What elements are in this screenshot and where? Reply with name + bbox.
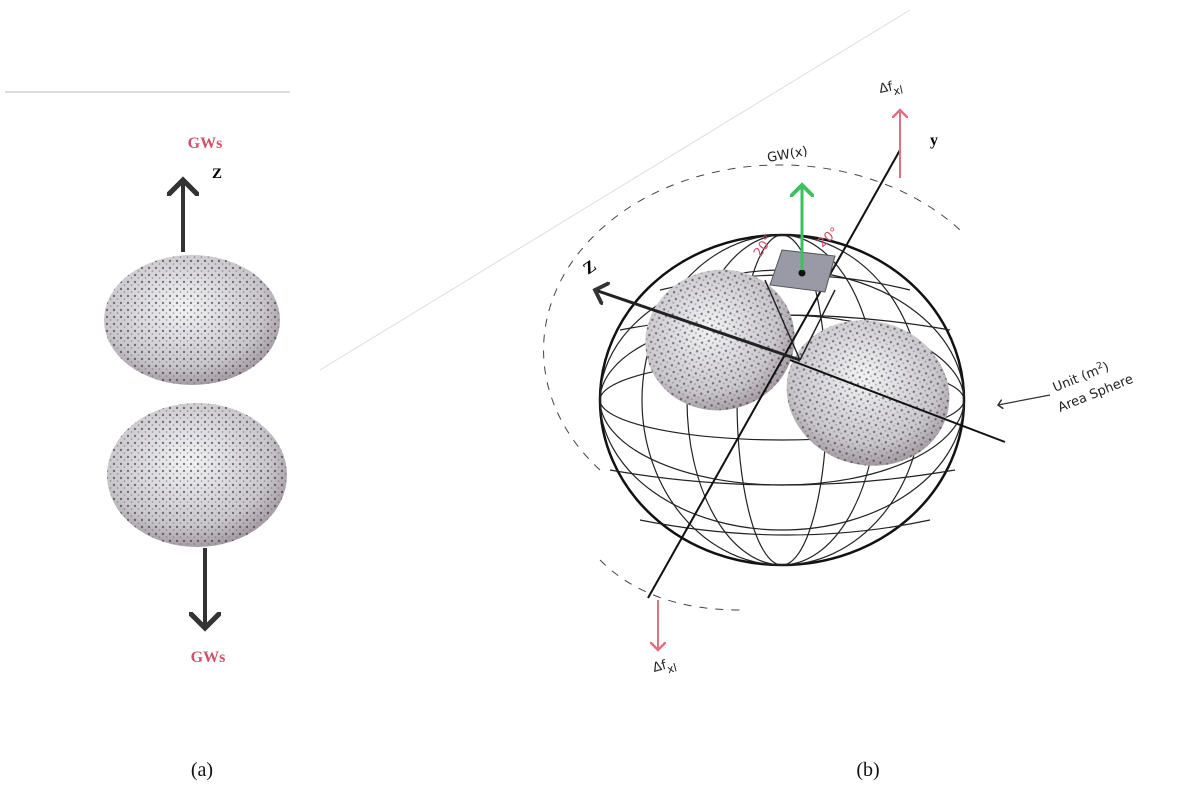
z-label: Z [579, 256, 599, 278]
gw-label: GWs [191, 649, 226, 666]
area-center [799, 270, 806, 277]
y-label: y [930, 132, 938, 149]
gw-label: GWs [188, 135, 223, 152]
delta-f-label: Δfxl [651, 655, 678, 679]
label-line: ) [1101, 360, 1111, 376]
lobe-texture [104, 255, 280, 385]
caption: (a) [191, 759, 213, 781]
panel-b: Δfxl y GW(x) 20° 20° Z Unit (m2) Area Sp… [544, 77, 1136, 781]
caption: (b) [856, 759, 879, 781]
gw-label: GW(x) [766, 144, 809, 166]
delta-f-label: Δfxl [878, 77, 905, 100]
dashed-arc [600, 560, 740, 610]
lobe-texture [107, 403, 287, 547]
label-sub: xl [666, 661, 679, 676]
label-sub: xl [892, 83, 904, 98]
axis-label: Z [212, 166, 222, 182]
angle-label: 20° [815, 225, 842, 251]
pointer-arrow [998, 395, 1050, 405]
panel-a: GWs Z GWs (a) [104, 135, 287, 781]
figure: GWs Z GWs (a) [0, 0, 1186, 808]
